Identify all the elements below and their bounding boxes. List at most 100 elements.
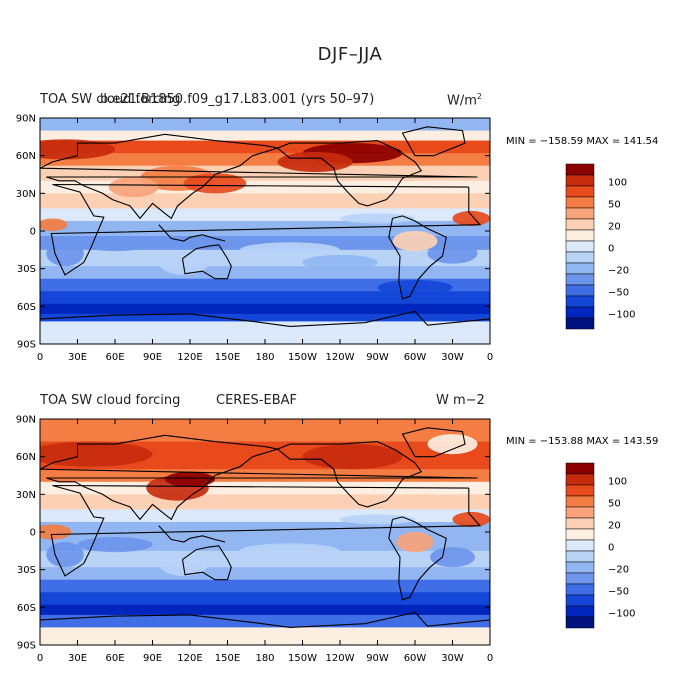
contour-region [427,434,478,455]
y-tick-label: 60N [16,452,36,463]
units-exponent: 2 [476,92,482,101]
coastline [40,434,478,521]
contour-region [40,218,68,231]
contour-band [40,278,490,292]
contour-region [277,151,353,172]
y-tick-label: 30N [16,189,36,200]
x-tick-label: 30E [68,653,87,664]
x-tick-label: 30E [68,352,87,363]
x-tick-label: 120E [177,352,202,363]
contour-region [302,254,378,270]
min-max-stats: MIN = −153.88 MAX = 143.59 [506,436,659,447]
y-tick-label: 90N [16,114,36,125]
contour-band [40,130,490,142]
contour-band [40,592,490,606]
coastline [158,224,226,242]
colorbar-swatch [565,473,595,486]
units-label: W/m [447,93,477,109]
panel-case-name: CERES-EBAF [216,393,297,408]
x-tick-label: 180 [255,653,274,664]
colorbar-label: −50 [608,288,629,299]
x-tick-label: 150E [215,653,240,664]
colorbar-swatch [565,262,595,275]
colorbar-swatch [565,462,595,475]
contour-band [40,266,490,280]
contour-region [240,242,340,258]
colorbar-swatch [565,594,595,607]
coastline [401,126,466,157]
colorbar-label: 100 [608,477,627,488]
contour-band [40,165,490,182]
colorbar-label: 20 [608,521,621,532]
y-tick-label: 0 [30,528,36,539]
y-tick-label: 30S [17,565,36,576]
contour-band [40,614,490,628]
colorbar-swatch [565,616,595,629]
contour-band [40,313,490,322]
field-shading [40,118,490,344]
x-tick-label: 0 [37,653,43,664]
colorbar-label: 20 [608,222,621,233]
contour-region [46,241,84,267]
contour-band [40,550,490,568]
colorbar: 100 50 20 0 −20 −50 −100 [565,462,635,629]
map-panel-obs: TOA SW cloud forcing CERES-EBAF W m−2 MI… [0,393,700,693]
contour-band [40,291,490,305]
coastline [50,484,482,577]
coastline [401,427,466,458]
colorbar-swatch [565,506,595,519]
coastline [277,441,423,508]
colorbar-swatch [565,185,595,198]
x-tick-label: 0 [37,352,43,363]
colorbar-label: −20 [608,565,629,576]
colorbar-swatch [565,207,595,220]
contour-region [396,532,434,553]
colorbar-swatch [565,196,595,209]
y-tick-label: 30S [17,264,36,275]
colorbar-label: −100 [608,310,635,321]
x-tick-label: 90E [143,653,162,664]
coastline [181,545,232,581]
x-tick-label: 60E [105,653,124,664]
contour-band [40,321,490,344]
map-panel-model: TOA SW cloud forcing b.e21.B1850.f09_g17… [0,92,700,392]
contour-band [40,153,490,167]
x-tick-label: 0 [487,352,493,363]
y-tick-label: 0 [30,227,36,238]
colorbar-swatch [565,317,595,330]
contour-region [302,444,403,470]
colorbar-swatch [565,550,595,563]
colorbar-swatch [565,240,595,253]
colorbar-swatch [565,273,595,286]
x-tick-label: 90E [143,352,162,363]
coastline [388,215,447,300]
contour-region [340,514,415,525]
x-tick-label: 0 [487,653,493,664]
x-tick-label: 150W [288,653,317,664]
panel-case-name: b.e21.B1850.f09_g17.L83.001 (yrs 50–97) [100,92,375,107]
y-tick-label: 60S [17,603,36,614]
y-tick-label: 90S [17,641,36,652]
colorbar-swatch [565,163,595,176]
panel-title: TOA SW cloud forcing [40,92,181,107]
contour-band [40,509,490,523]
y-tick-label: 90N [16,415,36,426]
colorbar-swatch [565,229,595,242]
contour-region [158,550,209,576]
colorbar: 100 50 20 0 −20 −50 −100 [565,163,635,330]
colorbar-swatch [565,605,595,618]
colorbar-label: −100 [608,609,635,620]
contour-region [340,213,415,224]
x-tick-label: 150E [215,352,240,363]
contour-region [40,524,72,540]
colorbar-label: 0 [608,244,614,255]
colorbar-swatch [565,306,595,319]
y-tick-label: 60S [17,302,36,313]
x-tick-label: 120E [177,653,202,664]
x-tick-label: 30W [441,653,464,664]
x-tick-label: 120W [326,352,355,363]
colorbar-swatch [565,295,595,308]
coastline [181,244,232,280]
contour-region [452,511,490,527]
coastline [277,140,423,207]
